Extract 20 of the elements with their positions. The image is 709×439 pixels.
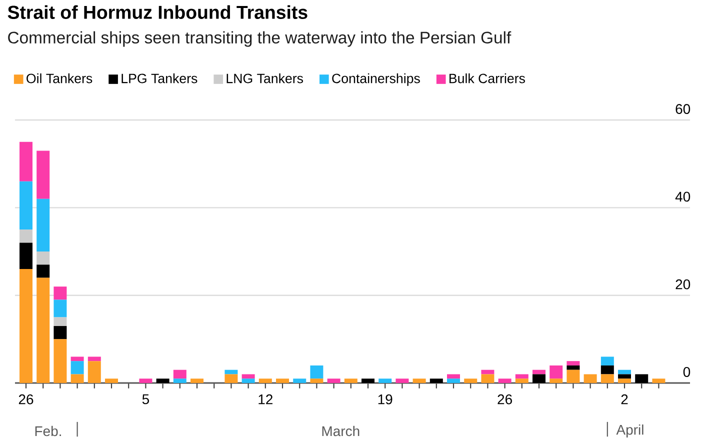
y-tick-label: 0 xyxy=(683,367,690,377)
y-tick-label: 60 xyxy=(676,104,690,114)
chart-title: Strait of Hormuz Inbound Transits xyxy=(8,5,308,19)
x-tick-label: 26 xyxy=(498,394,512,404)
legend-label: Containerships xyxy=(332,73,420,86)
legend-label: Bulk Carriers xyxy=(450,73,525,84)
chart-subtitle: Commercial ships seen transiting the waterway into the Persian Gulf xyxy=(8,31,512,47)
y-tick-label: 20 xyxy=(676,279,690,290)
x-tick-label: 5 xyxy=(142,394,150,404)
x-tick-label: 19 xyxy=(378,394,392,404)
text: Feb. xyxy=(35,426,61,436)
y-tick-label: 40 xyxy=(675,192,690,202)
x-tick-label: 26 xyxy=(18,394,34,404)
x-tick-label: 12 xyxy=(258,394,272,404)
legend-label: LNG Tankers xyxy=(226,73,304,84)
text: March xyxy=(322,426,360,436)
x-tick-label: 2 xyxy=(621,394,628,404)
text: April xyxy=(616,424,644,438)
legend-label: Oil Tankers xyxy=(26,73,92,84)
legend-label: LPG Tankers xyxy=(122,73,198,84)
